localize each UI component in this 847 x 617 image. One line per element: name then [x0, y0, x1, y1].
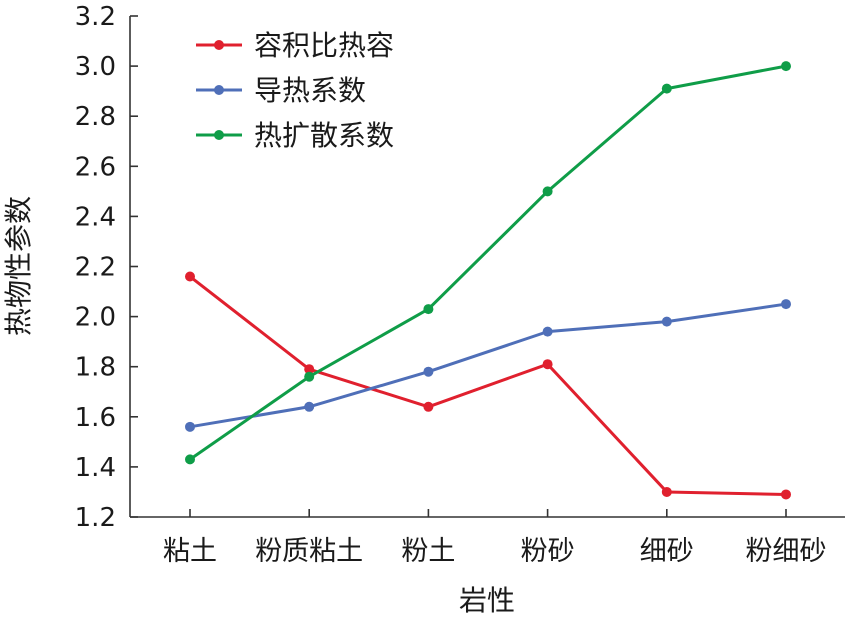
data-point: [781, 61, 791, 72]
data-point: [661, 83, 672, 94]
data-point: [542, 359, 553, 370]
data-point: [661, 316, 672, 327]
y-tick-label: 1.2: [75, 503, 116, 533]
data-point: [542, 326, 553, 337]
x-axis-ticks: 粘土 粉质粘土 粉土 粉砂 细砂 粉细砂: [163, 509, 827, 567]
legend-label: 热扩散系数: [254, 119, 394, 152]
legend-label: 容积比热容: [254, 29, 394, 62]
data-point: [781, 489, 791, 500]
data-point: [423, 304, 434, 315]
series-line: [189, 64, 787, 461]
y-axis-ticks: 1.2 1.4 1.6 1.8 2.0 2.2 2.4 2.6 2.8 3.0 3.2: [75, 2, 138, 533]
series-1: [185, 271, 791, 500]
x-tick-label: 粉细砂: [746, 536, 827, 567]
y-tick-label: 3.0: [75, 52, 116, 82]
data-point: [423, 401, 434, 412]
data-point: [423, 366, 434, 377]
legend-item: 热扩散系数: [196, 119, 394, 152]
x-tick-label: 粉土: [401, 536, 455, 567]
legend-item: 导热系数: [196, 74, 366, 107]
series-2: [185, 299, 791, 432]
x-tick-label: 粉砂: [521, 536, 575, 567]
series-layer: [185, 61, 791, 500]
data-point: [661, 486, 672, 497]
series-line: [189, 302, 787, 429]
y-tick-label: 3.2: [75, 2, 116, 32]
legend-swatch-marker: [214, 40, 224, 50]
data-point: [185, 271, 195, 282]
data-point: [542, 186, 553, 197]
x-axis-title: 岩性: [459, 584, 515, 617]
x-tick-label: 细砂: [640, 536, 694, 567]
y-tick-label: 2.2: [75, 253, 116, 283]
y-tick-label: 1.6: [75, 403, 116, 433]
y-tick-label: 2.0: [75, 303, 116, 333]
data-point: [304, 364, 315, 375]
y-axis-title: 热物性参数: [2, 196, 35, 336]
data-point: [185, 454, 195, 465]
y-tick-label: 2.8: [75, 102, 116, 132]
y-tick-label: 1.8: [75, 353, 116, 383]
data-point: [304, 371, 315, 382]
data-point: [781, 299, 791, 310]
x-tick-label: 粉质粘土: [255, 536, 363, 567]
y-tick-label: 2.6: [75, 152, 116, 182]
y-tick-label: 1.4: [75, 453, 116, 483]
y-tick-label: 2.4: [75, 202, 116, 232]
legend-label: 导热系数: [254, 74, 366, 107]
series-3: [185, 61, 791, 465]
legend-swatch-marker: [214, 85, 224, 95]
data-point: [185, 421, 195, 432]
series-line: [189, 275, 787, 496]
legend-swatch-marker: [214, 130, 224, 140]
data-point: [304, 401, 315, 412]
x-tick-label: 粘土: [163, 536, 217, 567]
legend-item: 容积比热容: [196, 29, 394, 62]
